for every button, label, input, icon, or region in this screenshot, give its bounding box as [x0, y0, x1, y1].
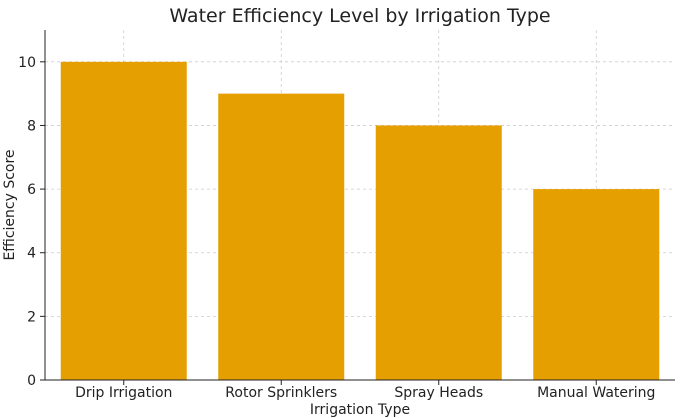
y-tick-label: 6 [27, 182, 36, 198]
x-axis-ticks: Drip Irrigation Rotor Sprinklers Spray Hea… [75, 380, 655, 401]
y-tick-label: 2 [27, 309, 36, 325]
y-tick-label: 8 [27, 118, 36, 134]
x-axis-label: Irrigation Type [310, 402, 410, 418]
y-axis-ticks: 0 2 4 6 8 10 [18, 55, 45, 389]
chart-title: Water Efficiency Level by Irrigation Typ… [169, 5, 550, 27]
y-tick-label: 4 [27, 246, 36, 262]
bar [375, 125, 502, 380]
y-axis-label: Efficiency Score [2, 149, 18, 260]
x-tick-label: Drip Irrigation [75, 385, 172, 401]
y-tick-label: 0 [27, 373, 36, 389]
bars [60, 61, 660, 381]
bar [218, 93, 345, 381]
x-tick-label: Rotor Sprinklers [225, 385, 337, 401]
x-tick-label: Manual Watering [537, 385, 655, 401]
x-tick-label: Spray Heads [394, 385, 483, 401]
bar [533, 189, 660, 380]
bar [60, 61, 187, 381]
y-tick-label: 10 [18, 55, 36, 71]
axes [44, 30, 675, 381]
